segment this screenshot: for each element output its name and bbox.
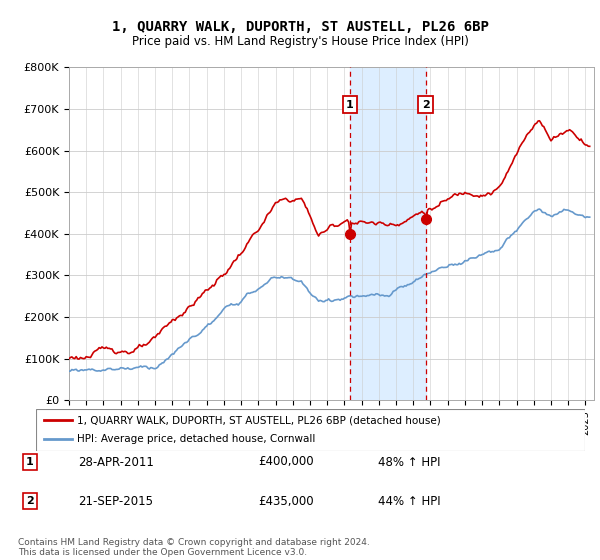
- Text: HPI: Average price, detached house, Cornwall: HPI: Average price, detached house, Corn…: [77, 435, 316, 445]
- Text: 28-APR-2011: 28-APR-2011: [78, 455, 154, 469]
- Text: 1, QUARRY WALK, DUPORTH, ST AUSTELL, PL26 6BP (detached house): 1, QUARRY WALK, DUPORTH, ST AUSTELL, PL2…: [77, 415, 441, 425]
- Text: Contains HM Land Registry data © Crown copyright and database right 2024.
This d: Contains HM Land Registry data © Crown c…: [18, 538, 370, 557]
- FancyBboxPatch shape: [36, 409, 585, 451]
- Text: 48% ↑ HPI: 48% ↑ HPI: [378, 455, 440, 469]
- Bar: [350, 67, 425, 400]
- Text: 1: 1: [26, 457, 34, 467]
- Text: £400,000: £400,000: [258, 455, 314, 469]
- Text: 1, QUARRY WALK, DUPORTH, ST AUSTELL, PL26 6BP: 1, QUARRY WALK, DUPORTH, ST AUSTELL, PL2…: [112, 20, 488, 34]
- Text: 2: 2: [422, 100, 430, 110]
- Text: Price paid vs. HM Land Registry's House Price Index (HPI): Price paid vs. HM Land Registry's House …: [131, 35, 469, 48]
- Text: 44% ↑ HPI: 44% ↑ HPI: [378, 494, 440, 508]
- Text: £435,000: £435,000: [258, 494, 314, 508]
- Text: 2: 2: [26, 496, 34, 506]
- Text: 1: 1: [346, 100, 354, 110]
- Text: 21-SEP-2015: 21-SEP-2015: [78, 494, 153, 508]
